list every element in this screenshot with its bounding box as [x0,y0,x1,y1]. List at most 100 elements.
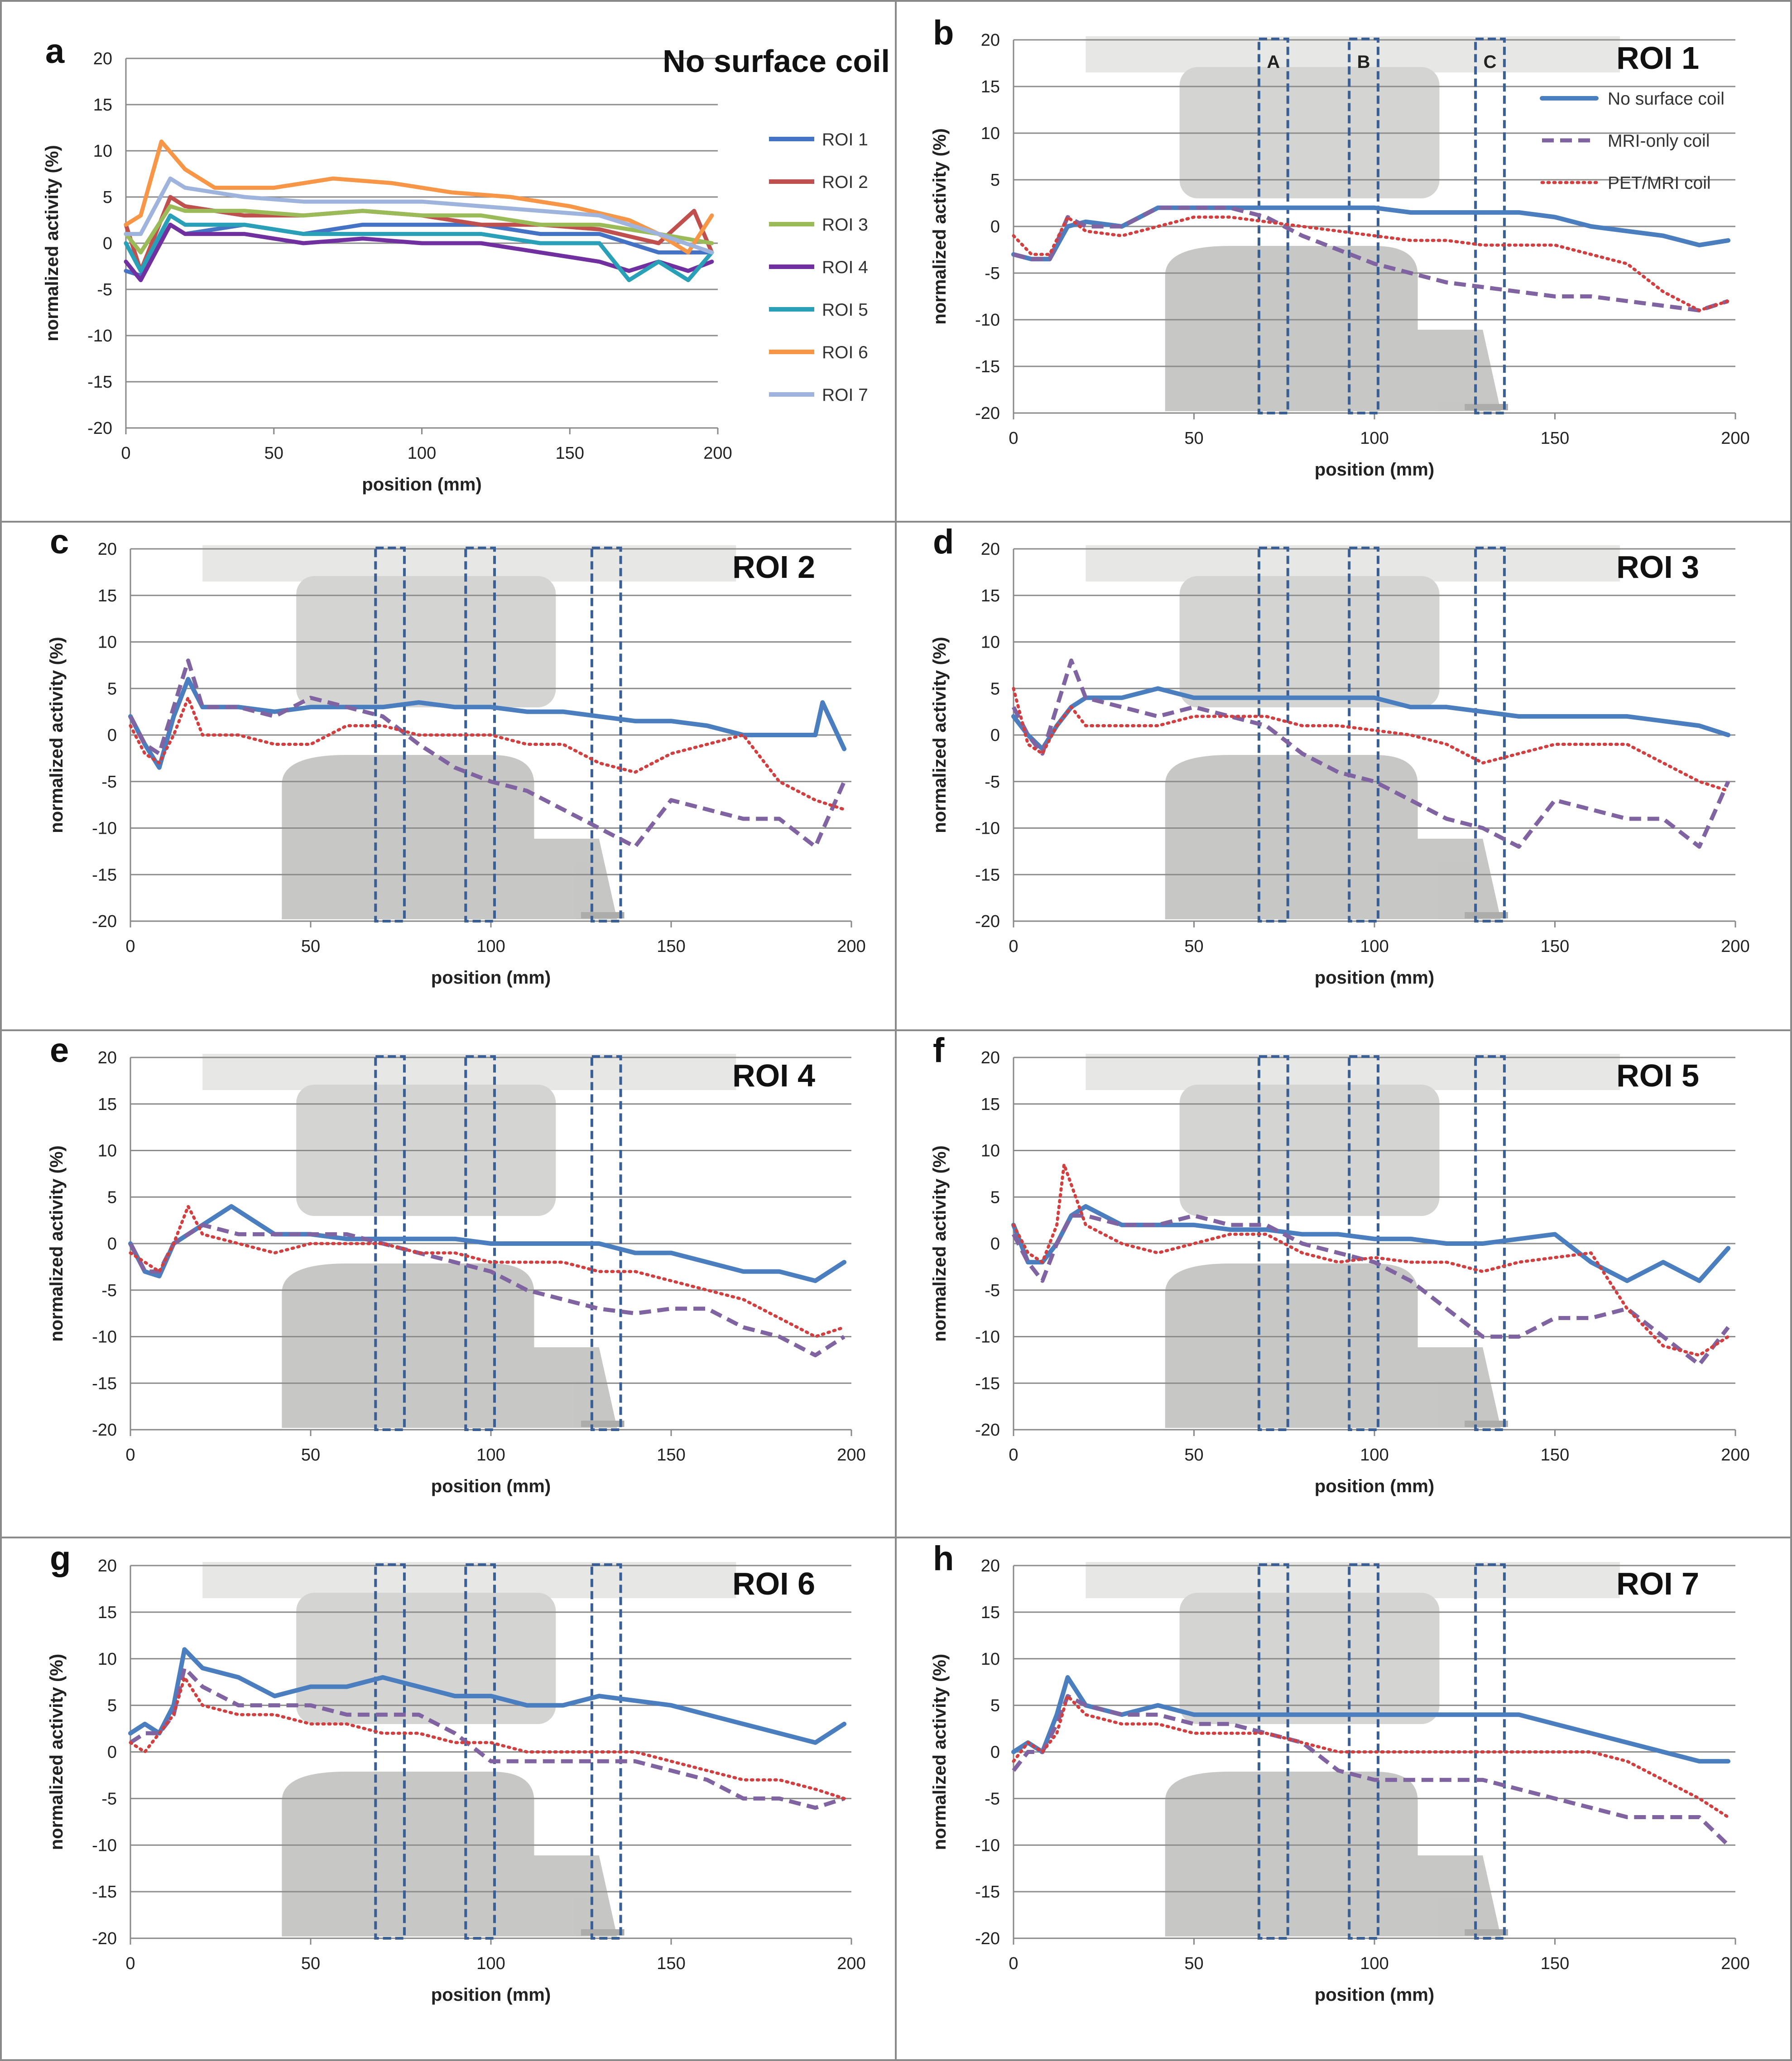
x-tick-label: 50 [1184,429,1203,448]
legend-entry: PET/MRI coil [1608,173,1711,193]
x-tick-label: 150 [1541,429,1569,448]
series-line-mri-only-coil [1012,1213,1730,1367]
panel-letter: h [933,1539,954,1578]
x-tick-label: 100 [1360,937,1388,956]
panel-letter: f [933,1031,945,1070]
x-axis-label: position (mm) [431,1985,551,2005]
y-tick-label: -15 [92,865,117,884]
y-tick-label: 0 [990,726,1000,745]
y-tick-label: -20 [87,419,112,438]
y-tick-label: 5 [107,679,117,698]
panel-letter: g [50,1539,71,1578]
y-tick-label: 15 [93,96,112,115]
coil-silhouette-lower-block [282,1264,617,1428]
x-axis-label: position (mm) [431,968,551,988]
panel-title: ROI 5 [1616,1058,1699,1093]
series-line-no-surface-coil [1011,686,1731,751]
x-tick-label: 100 [476,1954,505,1973]
region-box-B [1348,547,1379,922]
y-tick-label: 20 [93,49,112,68]
y-tick-label: 15 [981,1603,1000,1622]
series-line-mri-only-coil [1013,206,1729,312]
x-tick-label: 100 [1360,1954,1388,1973]
region-label: C [1484,52,1497,72]
series-line-pet-mri-coil [1012,1163,1730,1357]
y-tick-label: 5 [990,171,1000,190]
y-axis-label: normalized activity (%) [47,1654,67,1850]
y-tick-label: 10 [981,124,1000,143]
coil-silhouette-top-bar [1086,545,1620,581]
x-tick-label: 200 [837,1446,865,1465]
series-line-roi-5 [124,213,714,283]
coil-silhouette-lower-block [1165,1264,1501,1428]
region-box-A [374,547,406,922]
x-tick-label: 200 [837,1954,865,1973]
panel-title: ROI 4 [732,1058,815,1093]
y-tick-label: 5 [990,1188,1000,1207]
legend-entry: ROI 5 [822,300,868,320]
x-tick-label: 100 [476,937,505,956]
series-line-pet-mri-coil [129,1205,846,1338]
y-tick-label: 15 [981,586,1000,605]
coil-silhouette-lower-block [282,755,617,919]
y-tick-label: -15 [975,357,1000,376]
y-tick-label: 0 [103,234,112,253]
y-tick-label: 20 [98,540,117,559]
series-line-roi-7 [124,176,714,255]
y-axis-label: normalized activity (%) [47,1145,67,1341]
x-axis-label: position (mm) [1315,460,1434,480]
coil-silhouette-top-bar [202,1054,736,1090]
series-line-no-surface-coil [1011,1204,1731,1283]
y-tick-label: 20 [98,1048,117,1067]
coil-silhouette-lower-block [1165,1772,1501,1936]
x-tick-label: 100 [408,444,436,463]
y-tick-label: 10 [981,1650,1000,1669]
y-tick-label: 20 [981,540,1000,559]
y-tick-label: 20 [981,31,1000,50]
x-tick-label: 150 [657,937,685,956]
coil-silhouette [1086,36,1620,411]
y-tick-label: 15 [98,586,117,605]
x-tick-label: 50 [301,1954,320,1973]
x-tick-label: 0 [1009,1954,1018,1973]
y-tick-label: -5 [101,1789,117,1808]
series-line-pet-mri-coil [1012,215,1730,312]
x-tick-label: 100 [1360,1446,1388,1465]
y-tick-label: -5 [985,1281,1000,1300]
coil-silhouette-top-bar [202,545,736,581]
coil-silhouette-foot [1465,1421,1508,1427]
y-tick-label: -20 [92,1929,117,1948]
y-tick-label: 0 [990,1743,1000,1762]
panel-title: ROI 6 [732,1566,815,1601]
series-line-no-surface-coil [1011,1675,1731,1764]
coil-silhouette-top-bar [202,1562,736,1598]
region-label: B [1357,52,1370,72]
x-tick-label: 200 [837,937,865,956]
x-tick-label: 150 [556,444,584,463]
coil-silhouette-foot [1465,912,1508,918]
x-axis-label: position (mm) [1315,1476,1434,1496]
legend-entry: ROI 4 [822,258,868,277]
coil-silhouette [202,1562,736,1936]
panel-title: ROI 7 [1616,1566,1699,1601]
y-tick-label: 5 [990,1696,1000,1715]
y-axis-label: normalized activity (%) [930,637,950,833]
y-tick-label: 10 [98,1650,117,1669]
y-tick-label: -10 [92,819,117,838]
x-axis-label: position (mm) [362,475,481,495]
legend-entry: ROI 7 [822,385,868,405]
y-tick-label: 5 [107,1696,117,1715]
y-tick-label: 10 [98,1142,117,1161]
x-tick-label: 150 [1541,1446,1569,1465]
series-line-pet-mri-coil [1012,1694,1730,1819]
y-tick-label: -5 [101,1281,117,1300]
x-tick-label: 200 [1721,1954,1749,1973]
x-tick-label: 100 [1360,429,1388,448]
region-box-B [1348,1055,1379,1431]
x-axis-label: position (mm) [1315,968,1434,988]
x-axis-label: position (mm) [1315,1985,1434,2005]
panel-title: ROI 3 [1616,549,1699,585]
